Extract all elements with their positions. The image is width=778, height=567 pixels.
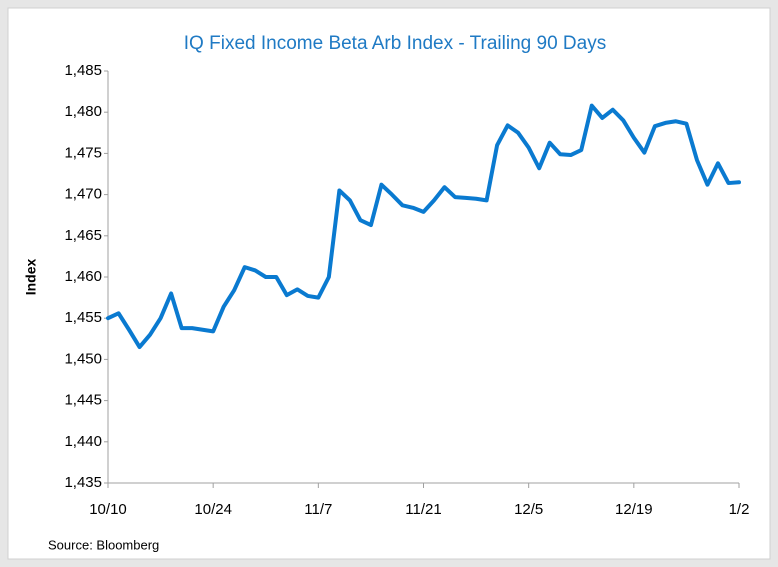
x-tick-label: 10/10 bbox=[89, 501, 127, 518]
y-axis-title: Index bbox=[23, 259, 39, 296]
y-tick-label: 1,480 bbox=[64, 103, 102, 120]
chart-frame bbox=[7, 7, 771, 560]
y-tick-label: 1,435 bbox=[64, 474, 102, 491]
y-tick-label: 1,445 bbox=[64, 392, 102, 409]
x-tick-label: 11/7 bbox=[304, 501, 332, 518]
y-tick-label: 1,470 bbox=[64, 186, 102, 203]
y-tick-label: 1,475 bbox=[64, 144, 102, 161]
y-tick-label: 1,450 bbox=[64, 350, 102, 367]
y-tick-label: 1,485 bbox=[64, 62, 102, 79]
source-note: Source: Bloomberg bbox=[48, 537, 159, 552]
chart-title: IQ Fixed Income Beta Arb Index - Trailin… bbox=[184, 33, 606, 54]
x-tick-label: 11/21 bbox=[405, 501, 441, 518]
x-tick-label: 12/5 bbox=[514, 501, 543, 518]
y-tick-label: 1,460 bbox=[64, 268, 102, 285]
y-tick-label: 1,440 bbox=[64, 433, 102, 450]
x-tick-label: 10/24 bbox=[194, 501, 232, 518]
x-tick-label: 12/19 bbox=[615, 501, 653, 518]
x-tick-label: 1/2 bbox=[729, 501, 750, 518]
y-tick-label: 1,455 bbox=[64, 309, 102, 326]
y-tick-label: 1,465 bbox=[64, 227, 102, 244]
data-line bbox=[106, 103, 741, 350]
